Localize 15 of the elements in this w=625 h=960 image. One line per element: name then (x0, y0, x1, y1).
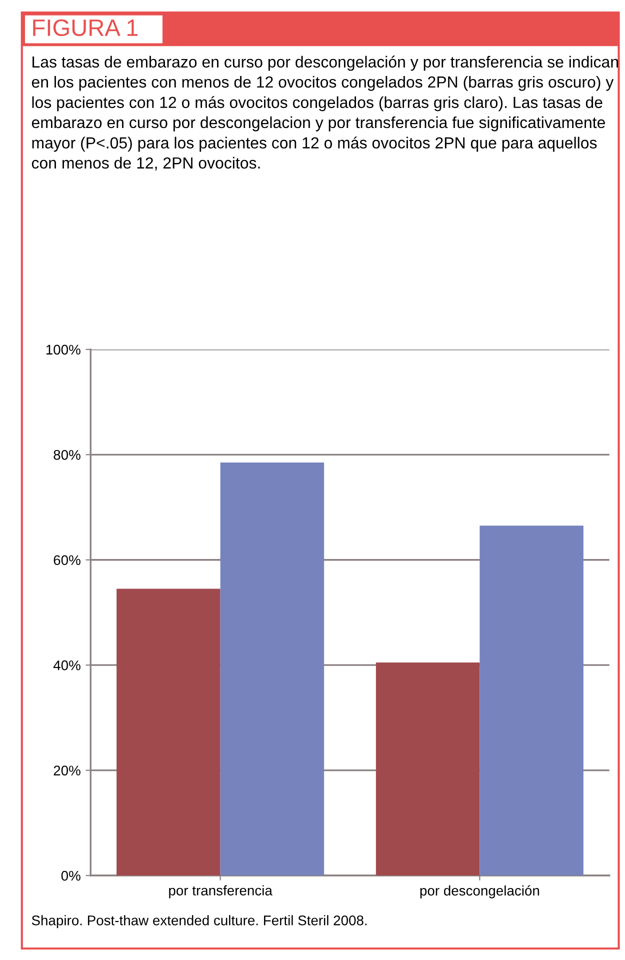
x-tick-label: por descongelación (420, 885, 540, 898)
y-tick-label: 20% (54, 766, 80, 776)
y-tick-label: 60% (54, 555, 80, 566)
x-tick-label: por transferencia (169, 885, 272, 898)
y-tick-label: 80% (54, 450, 80, 460)
bar (116, 588, 220, 876)
text: Shapiro. Post-thaw extended culture. Fertil Steril 2008. (32, 915, 367, 928)
bar (480, 526, 584, 876)
chart-title: FIGURA 1 (33, 19, 138, 36)
y-tick-label: 100% (46, 344, 80, 355)
y-tick-label: 0% (61, 870, 80, 881)
y-tick-label: 40% (53, 660, 80, 670)
bar (376, 662, 480, 876)
bar (220, 462, 324, 876)
chart-subtitle: Las tasas de embarazo en curso por descongelación y por transferencia se indican en los pacientes con menos de 12 ovocitos congelados 2PN (barras gris oscuro) y los pacientes con 12 o más ovocitos congelados (barras gris claro). Las tasas de embarazo en curso por descongelacion y por transferencia fue significativamente mayor (P<.05) para los pacientes con 12 o más ovocitos 2PN que para aquellos con menos de 12, 2PN ovocitos. (32, 56, 618, 171)
